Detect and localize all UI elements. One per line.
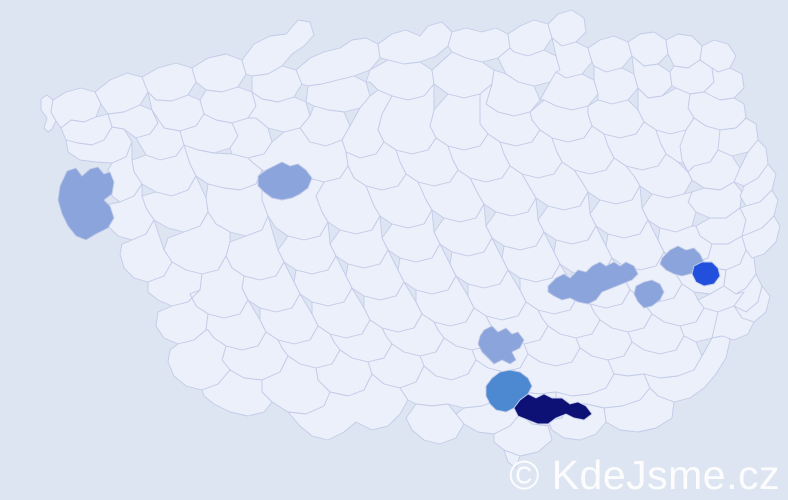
district-highlight-zlin: [477, 325, 525, 365]
district-base: [201, 369, 273, 417]
district-base: [94, 72, 149, 115]
district-base: [191, 53, 247, 93]
district-base: [603, 387, 675, 433]
district-base: [741, 215, 781, 259]
district-regions: [40, 9, 781, 469]
district-base: [497, 47, 561, 87]
district-base: [631, 55, 673, 99]
district-base: [679, 117, 721, 173]
district-highlight-prostejov: [547, 261, 639, 305]
district-highlight-kladno: [257, 161, 313, 201]
district-base: [493, 413, 553, 457]
district-base: [503, 449, 521, 469]
district-highlight-tachov: [57, 166, 115, 241]
district-base: [405, 403, 465, 445]
district-highlight-prerov: [633, 279, 665, 309]
district-base: [711, 305, 755, 341]
district-base: [587, 35, 633, 73]
district-highlight-hodonin: [513, 393, 593, 425]
district-highlight-karvina: [691, 261, 721, 287]
